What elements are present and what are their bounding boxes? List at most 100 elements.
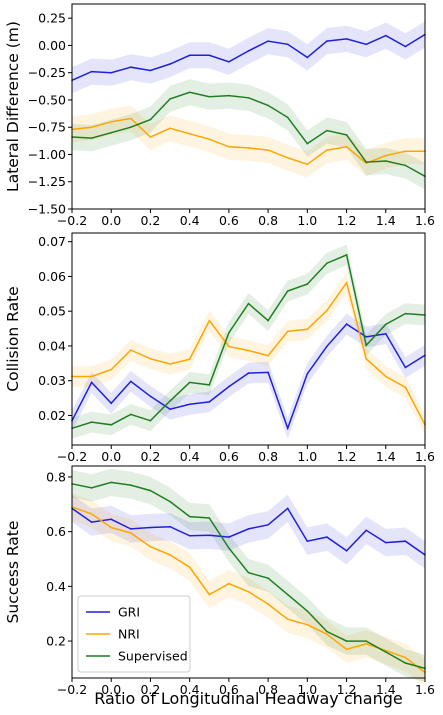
point-supervised <box>385 651 387 653</box>
point-gri <box>188 535 191 537</box>
point-gri <box>306 373 309 375</box>
point-gri <box>169 408 171 411</box>
y-tick-label: 0.6 <box>46 524 66 539</box>
point-nri <box>149 358 152 360</box>
point-gri <box>326 40 328 42</box>
point-gri <box>208 54 211 57</box>
point-nri <box>267 354 269 357</box>
point-supervised <box>404 662 407 664</box>
point-gri <box>326 536 328 538</box>
x-tick-label: 1.6 <box>415 449 435 464</box>
point-nri <box>90 126 93 128</box>
point-nri <box>110 526 112 529</box>
point-nri <box>286 618 289 620</box>
y-tick-label: 0.2 <box>46 634 66 649</box>
x-tick-label: 0.4 <box>180 449 200 464</box>
y-tick-label: −1.00 <box>28 147 66 162</box>
point-gri <box>247 50 250 52</box>
y-axis-label: Success Rate <box>4 521 22 624</box>
point-nri <box>365 643 368 645</box>
point-nri <box>169 127 171 130</box>
point-gri <box>286 507 289 510</box>
point-nri <box>130 117 132 120</box>
point-gri <box>188 54 191 57</box>
point-supervised <box>110 424 112 426</box>
point-gri <box>345 550 348 552</box>
point-supervised <box>110 131 112 134</box>
point-supervised <box>267 577 269 579</box>
y-axis-label: Collision Rate <box>4 286 22 391</box>
point-gri <box>90 70 93 73</box>
x-tick-label: 1.0 <box>297 449 317 464</box>
point-nri <box>326 633 328 635</box>
point-nri <box>404 656 407 659</box>
y-tick-label: −0.25 <box>28 65 66 80</box>
y-tick-label: 0.8 <box>46 469 66 484</box>
band-supervised <box>72 79 425 190</box>
x-tick-label: 0.4 <box>180 682 200 697</box>
point-nri <box>169 554 171 556</box>
point-gri <box>228 61 230 63</box>
point-supervised <box>208 384 211 386</box>
x-tick-label: 0.6 <box>219 682 239 697</box>
point-supervised <box>169 400 171 402</box>
y-tick-label: −1.25 <box>28 174 66 189</box>
point-nri <box>208 138 211 140</box>
point-supervised <box>247 571 250 574</box>
point-supervised <box>286 593 289 596</box>
y-tick-label: −1.50 <box>28 202 66 217</box>
point-supervised <box>404 164 407 167</box>
axes-frame <box>71 3 426 210</box>
point-supervised <box>365 640 368 642</box>
point-nri <box>130 349 132 351</box>
point-supervised <box>385 323 387 326</box>
point-nri <box>385 375 387 378</box>
point-nri <box>345 648 348 651</box>
point-supervised <box>169 98 171 100</box>
point-supervised <box>188 91 191 94</box>
point-nri <box>188 566 191 568</box>
panel-3: −0.2 0.0 0.2 0.4 0.6 0.8 1.0 1.2 1.4 1.6 0.2 0.4 0.6… <box>4 465 435 708</box>
point-supervised <box>149 118 152 121</box>
band-nri <box>72 493 425 687</box>
point-gri <box>385 541 387 544</box>
band-supervised <box>72 244 425 439</box>
point-gri <box>169 63 171 65</box>
point-gri <box>365 529 368 532</box>
point-nri <box>208 593 211 596</box>
point-gri <box>326 345 328 348</box>
point-gri <box>404 45 407 48</box>
point-supervised <box>345 640 348 642</box>
y-tick-label: 0.4 <box>46 579 66 594</box>
x-tick-label: 1.4 <box>376 449 396 464</box>
x-tick-label: 0.8 <box>258 213 278 228</box>
point-nri <box>90 375 93 378</box>
point-nri <box>130 532 132 534</box>
y-tick-label: 0.06 <box>38 269 66 284</box>
y-tick-label: 0.03 <box>38 373 66 388</box>
point-supervised <box>247 302 250 305</box>
point-nri <box>208 319 211 322</box>
point-nri <box>228 146 230 148</box>
x-tick-label: 1.4 <box>376 213 396 228</box>
point-gri <box>130 66 132 68</box>
point-nri <box>247 147 250 149</box>
point-supervised <box>286 290 289 292</box>
point-gri <box>208 534 211 536</box>
point-nri <box>286 157 289 159</box>
point-nri <box>404 150 407 152</box>
point-gri <box>385 333 387 335</box>
point-gri <box>286 427 289 430</box>
point-supervised <box>90 487 93 489</box>
point-nri <box>110 121 112 123</box>
legend-label-nri: NRI <box>118 627 140 642</box>
point-supervised <box>267 319 269 322</box>
y-tick-label: 0.07 <box>38 234 66 249</box>
x-tick-label: 0.0 <box>101 682 121 697</box>
panel-1: −0.2 0.0 0.2 0.4 0.6 0.8 1.0 1.2 1.4 1.6 −1.50 −1.2… <box>4 3 435 228</box>
x-tick-label: 1.0 <box>297 682 317 697</box>
point-gri <box>345 323 348 325</box>
point-supervised <box>286 116 289 119</box>
legend-box <box>77 595 191 673</box>
